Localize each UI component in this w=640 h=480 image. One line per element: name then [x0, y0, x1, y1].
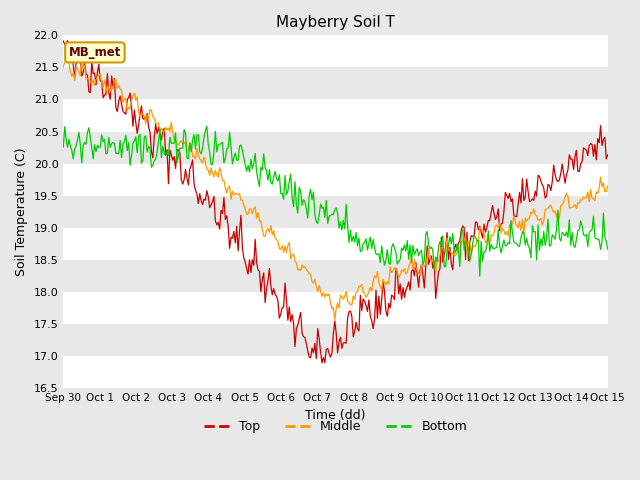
- Bar: [63, 132, 608, 164]
- Bar: [63, 164, 608, 196]
- Title: Mayberry Soil T: Mayberry Soil T: [276, 15, 395, 30]
- Bar: [63, 67, 608, 99]
- Bar: [63, 228, 608, 260]
- Text: MB_met: MB_met: [68, 46, 121, 59]
- Bar: [63, 324, 608, 356]
- Bar: [63, 260, 608, 292]
- Legend: Top, Middle, Bottom: Top, Middle, Bottom: [199, 415, 472, 438]
- X-axis label: Time (dd): Time (dd): [305, 408, 365, 421]
- Bar: [63, 196, 608, 228]
- Bar: [63, 36, 608, 67]
- Bar: [63, 356, 608, 388]
- Bar: [63, 99, 608, 132]
- Bar: [63, 292, 608, 324]
- Y-axis label: Soil Temperature (C): Soil Temperature (C): [15, 147, 28, 276]
